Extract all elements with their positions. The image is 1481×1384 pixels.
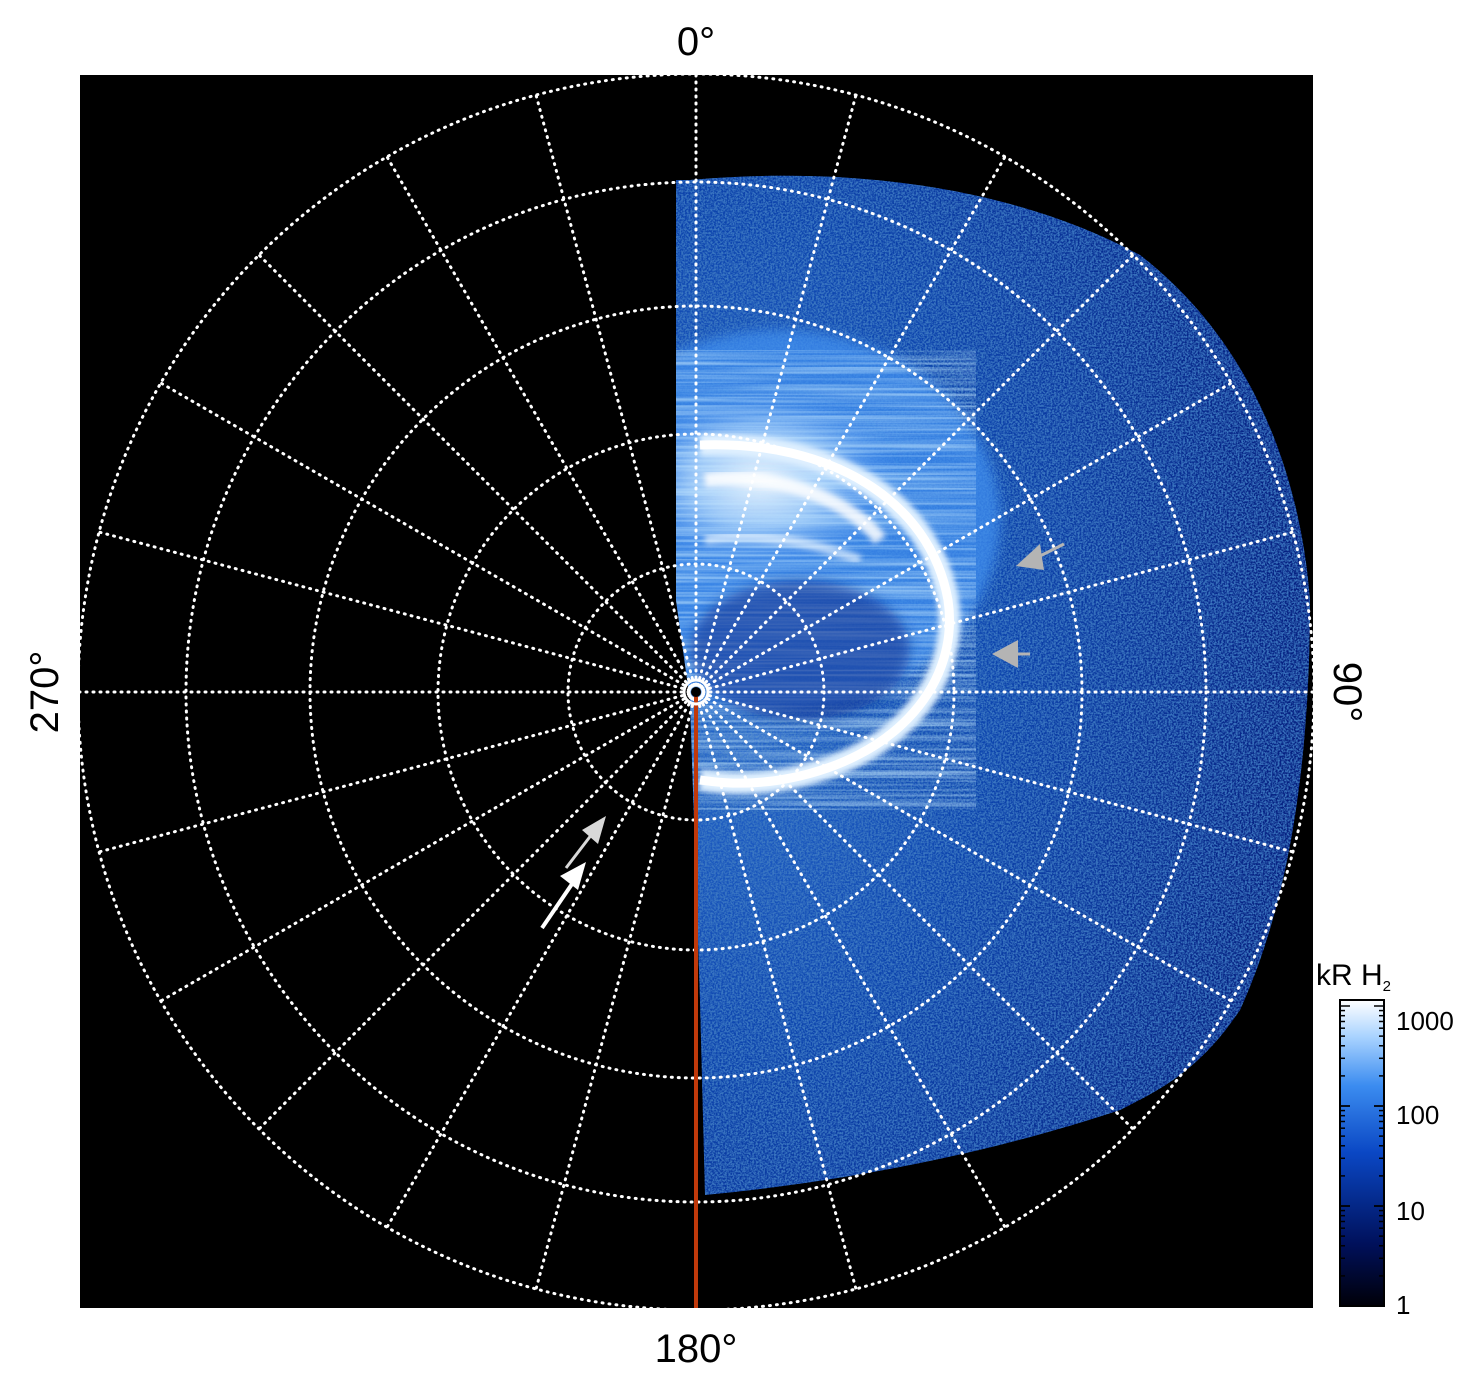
grid-spoke-195 bbox=[534, 690, 698, 1291]
auroral-emission bbox=[676, 175, 1310, 1195]
label-bottom: 180° bbox=[655, 1327, 738, 1371]
colorbar: kR H2 1000 100 10 1 bbox=[1316, 959, 1454, 1320]
grid-spoke-60 bbox=[694, 381, 1233, 694]
grid-spoke-105 bbox=[694, 690, 1295, 854]
grid-spoke-255 bbox=[97, 690, 698, 854]
label-left: 270° bbox=[23, 651, 67, 734]
white-arrow-2 bbox=[564, 816, 606, 869]
grid-spoke-300 bbox=[159, 381, 698, 694]
grid-spoke-150 bbox=[694, 690, 1007, 1229]
polar-grid bbox=[80, 75, 1313, 1308]
colorbar-minor-ticks bbox=[1340, 1005, 1384, 1307]
white-arrow-1 bbox=[540, 862, 586, 930]
grid-spoke-30 bbox=[694, 155, 1007, 694]
label-right: 90° bbox=[1325, 662, 1369, 723]
label-top: 0° bbox=[677, 20, 715, 64]
grey-arrow-1 bbox=[1016, 542, 1065, 570]
grid-spoke-165 bbox=[694, 690, 858, 1291]
grid-spoke-120 bbox=[694, 690, 1233, 1003]
grid-spoke-75 bbox=[694, 530, 1295, 694]
colorbar-tick-1000: 1000 bbox=[1396, 1006, 1454, 1036]
grid-spoke-330 bbox=[385, 155, 698, 694]
grey-arrow-2 bbox=[992, 640, 1030, 668]
circle-marker bbox=[682, 678, 710, 706]
grid-spoke-345 bbox=[534, 93, 698, 694]
grid-spoke-225 bbox=[257, 690, 698, 1131]
colorbar-tick-1: 1 bbox=[1396, 1290, 1410, 1320]
colorbar-tick-10: 10 bbox=[1396, 1196, 1425, 1226]
colorbar-gradient bbox=[1339, 999, 1385, 1307]
grid-spoke-45 bbox=[694, 253, 1135, 694]
grid-spoke-210 bbox=[385, 690, 698, 1229]
colorbar-tick-100: 100 bbox=[1396, 1100, 1439, 1130]
grid-spoke-15 bbox=[694, 93, 858, 694]
grid-spoke-240 bbox=[159, 690, 698, 1003]
grid-spoke-315 bbox=[257, 253, 698, 694]
grid-spoke-285 bbox=[97, 530, 698, 694]
colorbar-title: kR H2 bbox=[1316, 959, 1391, 995]
colorbar-ticks: 1000 100 10 1 bbox=[1396, 1006, 1454, 1320]
grid-spoke-135 bbox=[694, 690, 1135, 1131]
